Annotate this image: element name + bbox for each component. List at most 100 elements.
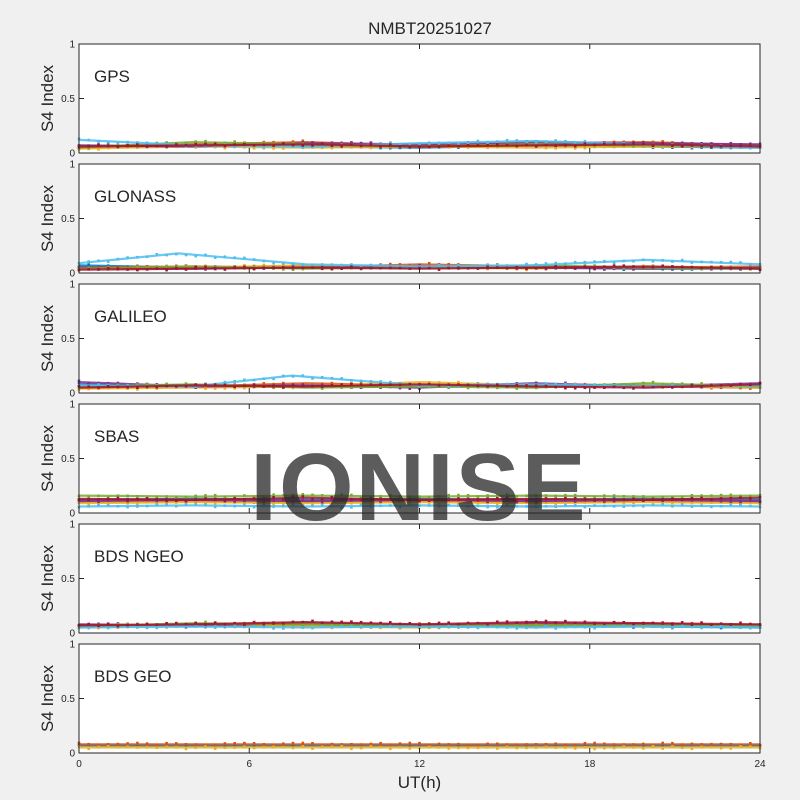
data-point <box>408 624 412 628</box>
data-point <box>554 382 557 386</box>
data-point <box>525 384 528 387</box>
data-point <box>544 384 548 388</box>
data-point <box>525 498 528 502</box>
data-point <box>233 500 236 503</box>
data-point <box>379 266 382 270</box>
data-point <box>155 746 159 749</box>
data-point <box>97 268 100 271</box>
data-point <box>359 746 363 750</box>
data-point <box>87 385 90 388</box>
data-point <box>97 494 100 498</box>
data-point <box>437 746 441 749</box>
data-point <box>749 742 752 745</box>
data-point <box>749 624 752 627</box>
data-point <box>612 494 616 497</box>
data-point <box>749 622 752 626</box>
data-point <box>136 386 139 389</box>
data-point <box>603 268 606 271</box>
data-point <box>87 747 90 751</box>
data-point <box>466 626 470 629</box>
panel-label: SBAS <box>94 427 139 446</box>
data-point <box>690 742 694 746</box>
data-point <box>749 146 752 150</box>
data-point <box>184 747 188 751</box>
panel-label: BDS NGEO <box>94 547 184 566</box>
data-point <box>291 268 295 271</box>
data-point <box>622 624 626 627</box>
data-point <box>262 259 266 263</box>
data-point <box>486 744 489 747</box>
data-point <box>87 626 90 630</box>
data-point <box>291 262 295 266</box>
data-point <box>301 493 305 496</box>
data-point <box>106 260 110 263</box>
data-point <box>466 621 470 625</box>
data-point <box>651 385 655 389</box>
data-point <box>136 143 139 146</box>
data-point <box>476 267 480 270</box>
data-point <box>739 626 742 630</box>
data-point <box>311 624 314 628</box>
data-point <box>165 382 168 386</box>
data-point <box>398 146 402 150</box>
data-point <box>466 744 470 747</box>
data-point <box>564 746 567 749</box>
data-point <box>233 145 236 149</box>
data-point <box>690 623 694 626</box>
data-point <box>398 386 402 390</box>
data-point <box>427 261 431 265</box>
data-point <box>593 264 596 267</box>
data-point <box>175 143 178 146</box>
data-point <box>97 381 100 385</box>
data-point <box>320 142 324 145</box>
data-point <box>505 143 509 147</box>
data-point <box>136 268 139 272</box>
data-point <box>632 145 635 148</box>
data-point <box>466 144 470 147</box>
data-point <box>340 506 343 509</box>
data-point <box>369 742 373 746</box>
data-point <box>282 386 285 389</box>
panel-gps: 0 0.5 1 GPS S4 Index <box>38 40 762 160</box>
data-point <box>457 497 460 500</box>
x-axis-label: UT(h) <box>398 773 441 792</box>
data-point <box>739 496 742 499</box>
y-axis-label: S4 Index <box>38 544 57 612</box>
data-point <box>612 496 616 500</box>
data-point <box>165 384 168 388</box>
data-point <box>749 263 752 266</box>
data-point <box>330 501 334 504</box>
data-point <box>204 623 207 626</box>
data-point <box>680 267 684 270</box>
panel-label: GALILEO <box>94 307 167 326</box>
data-point <box>408 498 412 501</box>
data-point <box>749 626 752 630</box>
data-point <box>729 266 733 270</box>
data-point <box>710 266 713 269</box>
data-point <box>262 504 266 507</box>
data-point <box>126 505 129 509</box>
data-point <box>408 384 412 388</box>
data-point <box>583 625 587 628</box>
data-point <box>350 501 353 505</box>
data-point <box>359 743 363 746</box>
data-point <box>106 504 110 507</box>
data-point <box>700 499 703 502</box>
data-point <box>340 377 343 380</box>
data-point <box>301 374 305 377</box>
data-point <box>622 505 626 508</box>
data-point <box>379 625 382 628</box>
data-point <box>564 499 567 502</box>
data-point <box>106 745 110 748</box>
data-point <box>116 745 120 749</box>
data-point <box>126 143 129 147</box>
data-point <box>282 381 285 385</box>
data-point <box>661 622 664 625</box>
data-point <box>719 624 723 628</box>
data-point <box>272 496 275 499</box>
data-point <box>554 147 557 150</box>
data-point <box>515 495 519 498</box>
data-point <box>486 505 489 509</box>
data-point <box>525 140 528 144</box>
data-point <box>554 742 557 746</box>
